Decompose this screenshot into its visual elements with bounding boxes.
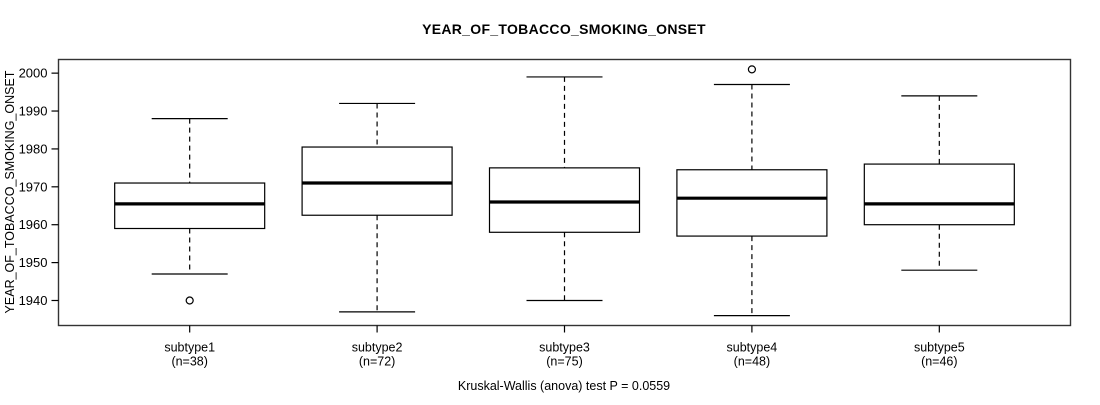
y-tick-label: 1960	[19, 217, 48, 232]
outlier-point	[185, 296, 194, 305]
y-axis-title: YEAR_OF_TOBACCO_SMOKING_ONSET	[3, 70, 17, 313]
x-category-label: subtype5	[914, 341, 965, 355]
x-sample-size-label: (n=46)	[921, 355, 957, 369]
x-category-label: subtype4	[727, 341, 778, 355]
y-tick-label: 2000	[19, 66, 48, 81]
x-sample-size-label: (n=72)	[359, 355, 395, 369]
stat-test-caption: Kruskal-Wallis (anova) test P = 0.0559	[458, 379, 670, 393]
iqr-box	[676, 169, 828, 237]
boxplot-subtype4: subtype4(n=48)	[676, 65, 828, 369]
plot-area: 1940 1950 1960 1970 1980 1990 2000 subtype1(n=3…	[19, 58, 1072, 369]
x-sample-size-label: (n=48)	[734, 355, 770, 369]
y-tick-label: 1980	[19, 141, 48, 156]
boxplot-subtype1: subtype1(n=38)	[114, 118, 266, 369]
y-tick-label: 1990	[19, 104, 48, 119]
iqr-box	[488, 167, 641, 233]
x-sample-size-label: (n=38)	[171, 355, 207, 369]
y-tick-label: 1940	[19, 293, 48, 308]
x-category-label: subtype1	[164, 341, 215, 355]
boxplot-subtype2: subtype2(n=72)	[301, 102, 453, 369]
chart-title: YEAR_OF_TOBACCO_SMOKING_ONSET	[422, 21, 706, 37]
y-tick-label: 1950	[19, 255, 48, 270]
boxplot-subtype5: subtype5(n=46)	[863, 95, 1015, 369]
iqr-box	[301, 146, 453, 216]
x-sample-size-label: (n=75)	[546, 355, 582, 369]
x-category-label: subtype2	[352, 341, 403, 355]
x-category-label: subtype3	[539, 341, 590, 355]
y-tick-label: 1970	[19, 179, 48, 194]
iqr-box	[863, 163, 1015, 226]
outlier-point	[747, 65, 757, 74]
boxplot-subtype3: subtype3(n=75)	[488, 76, 641, 369]
iqr-box	[114, 182, 266, 230]
